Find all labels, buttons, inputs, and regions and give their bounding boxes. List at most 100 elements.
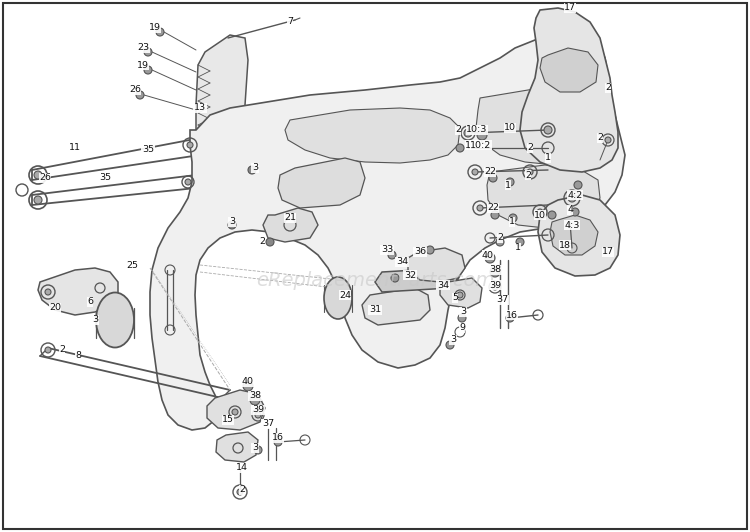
Text: 34: 34 <box>437 280 449 289</box>
Text: 32: 32 <box>404 270 416 279</box>
Polygon shape <box>476 88 612 165</box>
Circle shape <box>34 171 42 179</box>
Text: 22: 22 <box>487 204 499 212</box>
Polygon shape <box>362 288 430 325</box>
Circle shape <box>457 292 463 298</box>
Text: 3: 3 <box>460 307 466 317</box>
Polygon shape <box>487 165 600 228</box>
Circle shape <box>34 196 42 204</box>
Polygon shape <box>375 268 458 292</box>
Polygon shape <box>538 195 620 276</box>
Text: 9: 9 <box>459 323 465 332</box>
Text: 17: 17 <box>602 247 614 256</box>
Circle shape <box>492 284 498 290</box>
Text: 2: 2 <box>497 234 503 243</box>
Circle shape <box>458 314 466 322</box>
Circle shape <box>485 253 495 263</box>
Circle shape <box>426 246 434 254</box>
Text: 38: 38 <box>249 392 261 401</box>
Text: 22: 22 <box>484 168 496 177</box>
Text: 35: 35 <box>142 145 154 154</box>
Text: 37: 37 <box>496 295 508 304</box>
Text: 1: 1 <box>465 140 471 149</box>
Polygon shape <box>550 215 598 255</box>
Circle shape <box>248 166 256 174</box>
Text: 26: 26 <box>39 173 51 182</box>
Circle shape <box>537 209 543 215</box>
Text: 3: 3 <box>252 444 258 453</box>
Text: 16: 16 <box>272 434 284 443</box>
Circle shape <box>243 381 253 391</box>
Circle shape <box>446 341 454 349</box>
Polygon shape <box>540 48 598 92</box>
Circle shape <box>544 126 552 134</box>
Circle shape <box>266 238 274 246</box>
Text: 19: 19 <box>137 61 149 70</box>
Text: 2: 2 <box>605 84 611 93</box>
Circle shape <box>232 409 238 415</box>
Text: 19: 19 <box>149 23 161 32</box>
Text: 3: 3 <box>92 315 98 325</box>
Circle shape <box>489 174 497 182</box>
Text: 5: 5 <box>452 294 458 303</box>
Text: 24: 24 <box>339 290 351 300</box>
Text: 33: 33 <box>381 245 393 254</box>
Text: 16: 16 <box>506 311 518 320</box>
Circle shape <box>185 179 191 185</box>
Text: 14: 14 <box>236 463 248 472</box>
Text: 38: 38 <box>489 265 501 275</box>
Circle shape <box>274 438 282 446</box>
Text: 39: 39 <box>252 405 264 414</box>
Polygon shape <box>150 32 625 430</box>
Circle shape <box>568 194 576 202</box>
Text: 2: 2 <box>59 345 65 354</box>
Circle shape <box>156 28 164 36</box>
Text: 6: 6 <box>87 297 93 306</box>
Text: 13: 13 <box>194 104 206 112</box>
Circle shape <box>45 347 51 353</box>
Text: 1: 1 <box>509 218 515 227</box>
Text: 34: 34 <box>396 257 408 267</box>
Circle shape <box>187 142 193 148</box>
Text: 18: 18 <box>559 240 571 250</box>
Text: 20: 20 <box>49 303 61 312</box>
Text: 10: 10 <box>504 123 516 132</box>
Text: 1: 1 <box>515 244 521 253</box>
Circle shape <box>464 129 472 137</box>
Text: 2: 2 <box>239 486 245 495</box>
Circle shape <box>250 395 260 405</box>
Circle shape <box>391 274 399 282</box>
Text: 39: 39 <box>489 280 501 289</box>
Text: 3: 3 <box>450 336 456 345</box>
Circle shape <box>144 48 152 56</box>
Circle shape <box>574 181 582 189</box>
Circle shape <box>228 221 236 229</box>
Polygon shape <box>278 158 365 208</box>
Circle shape <box>571 208 579 216</box>
Text: 35: 35 <box>99 173 111 182</box>
Polygon shape <box>285 108 460 163</box>
Circle shape <box>527 169 533 175</box>
Text: 25: 25 <box>126 261 138 270</box>
Circle shape <box>237 489 243 495</box>
Ellipse shape <box>96 293 134 347</box>
Circle shape <box>506 178 514 186</box>
Text: 11: 11 <box>69 144 81 153</box>
Circle shape <box>516 238 524 246</box>
Text: 8: 8 <box>75 351 81 360</box>
Circle shape <box>491 211 499 219</box>
Text: 36: 36 <box>414 247 426 256</box>
Text: 31: 31 <box>369 305 381 314</box>
Text: eReplacementParts.com: eReplacementParts.com <box>256 270 494 289</box>
Text: 1: 1 <box>545 154 551 162</box>
Text: 2: 2 <box>527 144 533 153</box>
Text: 10: 10 <box>534 211 546 220</box>
Circle shape <box>490 267 500 277</box>
Circle shape <box>456 144 464 152</box>
Polygon shape <box>263 208 318 242</box>
Text: 4: 4 <box>567 205 573 214</box>
Text: 2: 2 <box>259 237 265 246</box>
Circle shape <box>477 130 487 140</box>
Circle shape <box>548 211 556 219</box>
Polygon shape <box>196 35 248 235</box>
